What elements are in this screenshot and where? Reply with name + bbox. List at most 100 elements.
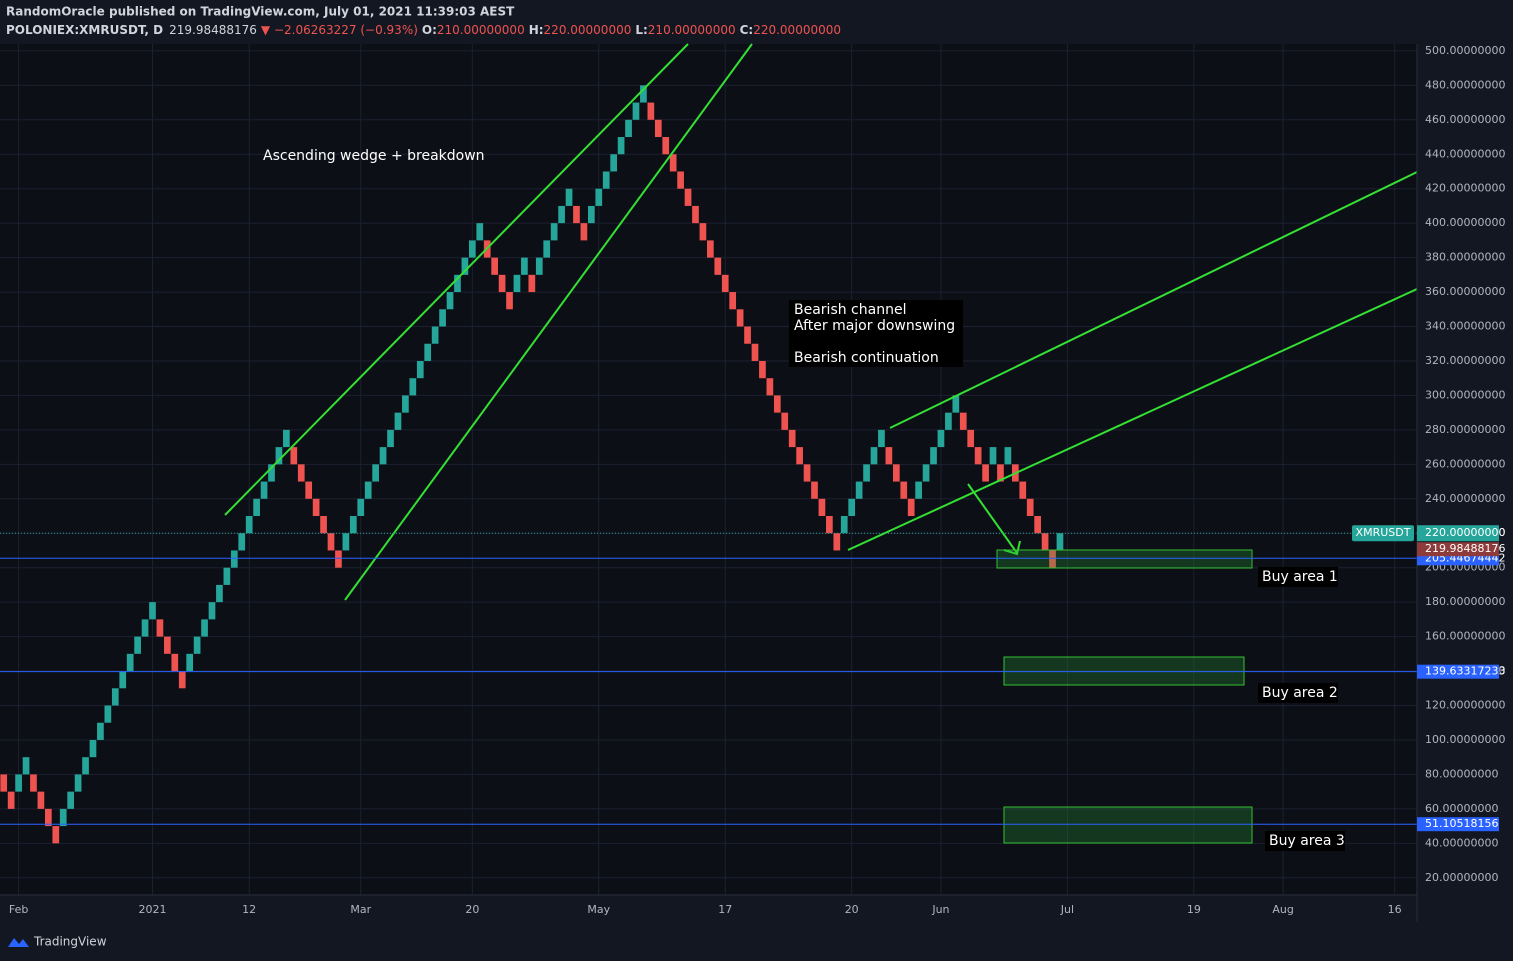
annotation-box bbox=[1258, 567, 1338, 587]
brick bbox=[126, 653, 134, 672]
brick bbox=[208, 602, 216, 620]
brick bbox=[721, 274, 729, 293]
annotation-box bbox=[1258, 683, 1338, 703]
annotation: Bearish channel bbox=[794, 302, 906, 318]
brick bbox=[796, 447, 803, 465]
annotation: Buy area 1 bbox=[1262, 569, 1338, 585]
price-lines bbox=[0, 532, 1417, 825]
brick bbox=[178, 671, 186, 689]
x-tick-label: Jul bbox=[1060, 903, 1074, 916]
brick bbox=[573, 205, 580, 224]
brick bbox=[773, 395, 781, 413]
trend-line bbox=[344, 43, 753, 601]
brick bbox=[424, 343, 432, 361]
change: ▼ −2.06263227 (−0.93%) bbox=[261, 23, 418, 37]
x-tick-label: May bbox=[587, 903, 610, 916]
brick bbox=[543, 240, 551, 258]
last-price-box bbox=[1417, 525, 1499, 542]
x-tick-label: Jun bbox=[931, 903, 949, 916]
brick bbox=[662, 137, 670, 155]
y-tick-label: 320.00000000 bbox=[1425, 354, 1505, 367]
annotation-box bbox=[1265, 831, 1345, 851]
brick bbox=[305, 481, 313, 499]
brick bbox=[937, 429, 945, 448]
brick bbox=[640, 85, 647, 103]
brick bbox=[818, 498, 826, 517]
brick bbox=[253, 498, 260, 517]
annotation: Ascending wedge + breakdown bbox=[263, 148, 485, 164]
brick bbox=[37, 791, 45, 809]
brick bbox=[766, 378, 774, 396]
brick bbox=[878, 429, 885, 448]
y-tick-label: 300.00000000 bbox=[1425, 388, 1505, 401]
brick bbox=[1056, 533, 1064, 551]
y-tick-label: 440.00000000 bbox=[1425, 147, 1505, 160]
x-tick-label: 2021 bbox=[138, 903, 166, 916]
brick bbox=[550, 223, 558, 241]
ohlc-value: 210.00000000 bbox=[437, 23, 525, 37]
brick bbox=[617, 137, 625, 155]
brick bbox=[967, 429, 975, 448]
buy-zone bbox=[996, 549, 1253, 569]
ohlc-key: C: bbox=[740, 23, 754, 37]
y-tick-label: 340.00000000 bbox=[1425, 320, 1505, 333]
brick bbox=[855, 481, 863, 499]
trend-line bbox=[847, 288, 1418, 551]
y-tick-label: 120.00000000 bbox=[1425, 699, 1505, 712]
brick bbox=[1019, 481, 1027, 499]
brick bbox=[610, 154, 618, 172]
brick bbox=[216, 584, 223, 603]
brick bbox=[580, 223, 588, 241]
ohlc-key: O: bbox=[422, 23, 437, 37]
brick bbox=[416, 360, 424, 379]
brick bbox=[372, 464, 379, 482]
brick bbox=[982, 464, 989, 482]
brick bbox=[647, 102, 655, 120]
brick bbox=[833, 533, 841, 551]
brick bbox=[439, 309, 446, 327]
y-tick-label: 100.00000000 bbox=[1425, 733, 1505, 746]
brick bbox=[379, 447, 387, 465]
brick bbox=[751, 343, 759, 361]
ohlc-key: L: bbox=[635, 23, 647, 37]
brick bbox=[781, 412, 789, 430]
brick bbox=[736, 309, 744, 327]
brick bbox=[632, 102, 640, 120]
brick bbox=[840, 516, 848, 534]
brick bbox=[82, 757, 89, 775]
brick bbox=[0, 774, 8, 792]
close-price-label: 219.98488176 bbox=[1425, 542, 1505, 555]
price-label: 51.10518156 bbox=[1425, 817, 1498, 830]
annotation: Bearish continuation bbox=[794, 350, 939, 366]
brick bbox=[595, 188, 603, 206]
brick bbox=[602, 171, 610, 189]
brick bbox=[15, 774, 22, 792]
brick bbox=[454, 274, 461, 293]
y-tick-label: 460.00000000 bbox=[1425, 113, 1505, 126]
brick bbox=[476, 223, 484, 241]
brick bbox=[788, 429, 796, 448]
ohlc-value: 220.00000000 bbox=[544, 23, 632, 37]
annotation: After major downswing bbox=[794, 318, 955, 334]
brick bbox=[1041, 533, 1049, 551]
brick bbox=[922, 464, 930, 482]
brick bbox=[669, 154, 677, 172]
price-label-box bbox=[1417, 664, 1499, 679]
brick bbox=[491, 257, 498, 275]
x-tick-label: 20 bbox=[845, 903, 859, 916]
y-tick-label: 260.00000000 bbox=[1425, 457, 1505, 470]
arrow bbox=[967, 483, 1018, 554]
brick bbox=[431, 326, 439, 344]
brick bbox=[245, 516, 253, 534]
brand: TradingView bbox=[33, 935, 107, 949]
brick bbox=[327, 533, 335, 551]
brick bbox=[97, 722, 104, 740]
brick bbox=[171, 653, 179, 672]
brick bbox=[201, 619, 208, 637]
x-tick-label: 19 bbox=[1187, 903, 1201, 916]
brick bbox=[468, 240, 476, 258]
y-tick-label: 20.00000000 bbox=[1425, 871, 1498, 884]
x-tick-label: Feb bbox=[9, 903, 28, 916]
brick bbox=[89, 739, 97, 758]
